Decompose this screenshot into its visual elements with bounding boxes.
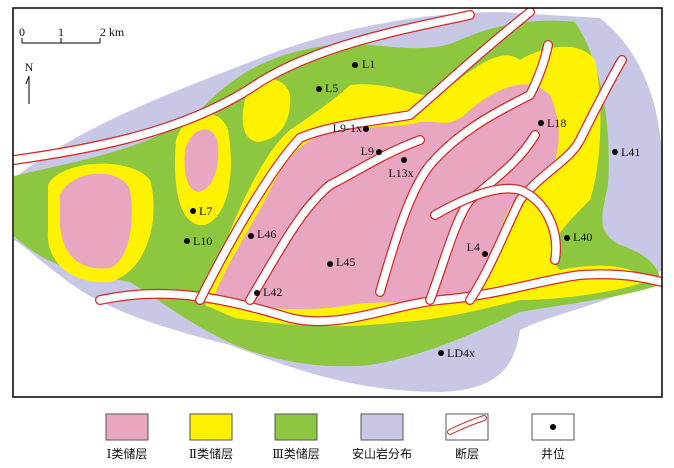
legend-label: 井位 xyxy=(541,446,565,461)
well: LD4x xyxy=(438,346,475,360)
well: L4 xyxy=(467,240,488,257)
map-frame xyxy=(12,7,663,398)
well-label: L46 xyxy=(257,227,276,241)
legend-label: 断层 xyxy=(455,446,479,461)
well-label: L13x xyxy=(388,166,413,180)
well: L45 xyxy=(327,255,355,269)
class-1-reservoir xyxy=(184,129,219,192)
well-label: L9 xyxy=(361,144,374,158)
well-label: L10 xyxy=(193,234,212,248)
scale-bar xyxy=(21,38,101,44)
well-label: L7 xyxy=(199,204,212,218)
well: L41 xyxy=(612,145,640,159)
class-2-reservoir xyxy=(242,79,291,142)
well-label: L41 xyxy=(621,145,640,159)
well: L9-1x xyxy=(333,121,369,135)
wells: L1 L5 L9-1x L9 L13x L18 L41 L7 L10 L46 L… xyxy=(184,57,640,360)
well-label: L1 xyxy=(362,57,375,71)
north-label: N xyxy=(25,60,34,74)
well: L18 xyxy=(538,116,566,130)
legend-label: Ⅰ类储层 xyxy=(107,446,148,461)
well: L5 xyxy=(316,81,338,95)
scale-label: 0 xyxy=(19,25,25,39)
legend-label: Ⅱ类储层 xyxy=(189,446,233,461)
well: L7 xyxy=(190,204,212,218)
legend-swatch xyxy=(105,413,149,441)
well-label: L40 xyxy=(573,230,592,244)
legend-swatch xyxy=(274,413,318,441)
scale-label: 2 km xyxy=(100,25,125,39)
legend: Ⅰ类储层 Ⅱ类储层 Ⅲ类储层 安山岩分布 断层 井位 xyxy=(105,413,575,461)
well: L42 xyxy=(254,285,282,299)
well: L1 xyxy=(352,57,375,71)
map: L1 L5 L9-1x L9 L13x L18 L41 L7 L10 L46 L… xyxy=(13,8,662,392)
class-1-reservoir xyxy=(60,173,132,269)
scale-label: 1 xyxy=(58,25,64,39)
well-label: L45 xyxy=(336,255,355,269)
well: L13x xyxy=(388,157,414,180)
well-label: LD4x xyxy=(447,346,475,360)
legend-label: 安山岩分布 xyxy=(352,446,412,461)
well: L40 xyxy=(564,230,592,244)
class-1-reservoir xyxy=(213,84,559,310)
well: L46 xyxy=(248,227,276,241)
legend-swatch xyxy=(189,413,233,441)
well-label: L9-1x xyxy=(333,121,362,135)
well: L10 xyxy=(184,234,212,248)
legend-swatch xyxy=(360,413,404,441)
well-label: L5 xyxy=(325,81,338,95)
legend-label: Ⅲ类储层 xyxy=(272,446,320,461)
well-label: L4 xyxy=(467,240,480,254)
north-arrow xyxy=(25,75,30,104)
well: L9 xyxy=(361,144,382,158)
well-label: L42 xyxy=(263,285,282,299)
well-label: L18 xyxy=(547,116,566,130)
faults xyxy=(13,8,662,327)
